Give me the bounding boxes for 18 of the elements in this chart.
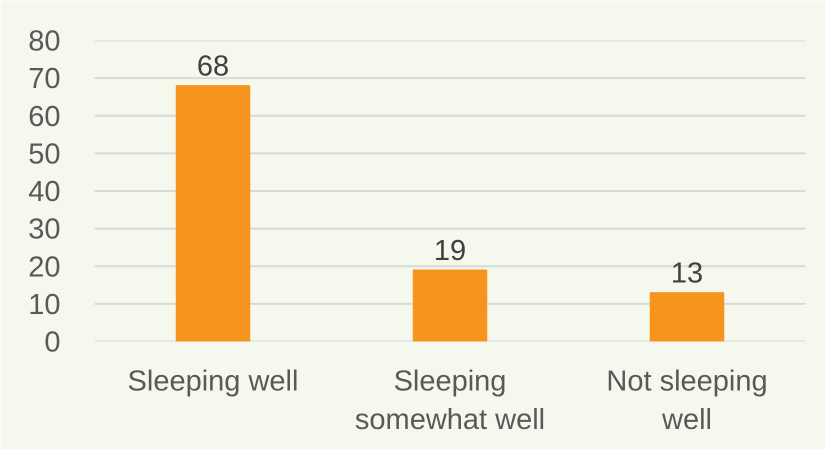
y-tick-label: 60	[28, 100, 61, 133]
bar	[176, 85, 250, 342]
x-tick-label: Sleeping somewhat well	[354, 366, 546, 436]
y-tick-label: 70	[28, 63, 61, 96]
y-tick-label: 30	[28, 214, 61, 246]
y-tick-label: 0	[44, 326, 61, 358]
y-tick-label: 50	[28, 138, 61, 170]
y-tick-label: 40	[28, 176, 61, 208]
x-tick-label: Sleeping well	[128, 366, 298, 398]
bar	[412, 270, 488, 342]
data-label: 13	[670, 258, 704, 290]
bar	[650, 292, 724, 342]
data-label: 68	[196, 50, 230, 83]
y-tick-label: 10	[28, 288, 61, 321]
y-tick-label: 80	[28, 26, 61, 58]
data-label: 19	[434, 235, 466, 268]
y-tick-label: 20	[28, 251, 61, 284]
x-tick-label: Not sleeping well	[606, 366, 768, 436]
